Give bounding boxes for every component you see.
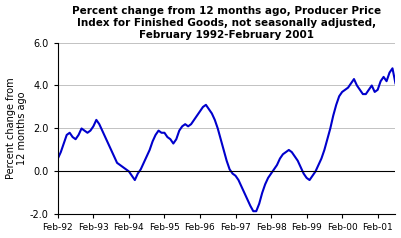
Title: Percent change from 12 months ago, Producer Price
Index for Finished Goods, not : Percent change from 12 months ago, Produ… bbox=[72, 5, 381, 40]
Y-axis label: Percent change from
12 months ago: Percent change from 12 months ago bbox=[6, 78, 27, 179]
